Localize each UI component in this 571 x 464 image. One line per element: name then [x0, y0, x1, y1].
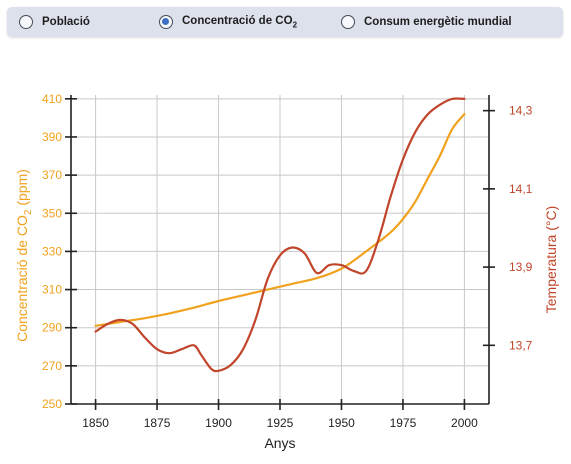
y-left-tick-label: 310	[42, 283, 62, 297]
x-tick-label: 1950	[328, 416, 355, 430]
y-left-tick-label: 390	[42, 130, 62, 144]
radio-poblacio[interactable]: Població	[19, 7, 90, 37]
y-right-tick-label: 13,7	[509, 338, 533, 352]
radio-co2-label: Concentració de CO2	[182, 14, 298, 30]
radio-circle-icon	[341, 15, 355, 29]
y-left-tick-label: 330	[42, 244, 62, 258]
radio-circle-icon	[159, 15, 173, 29]
radio-co2-concentration[interactable]: Concentració de CO2	[159, 7, 297, 37]
radio-consum-energetic[interactable]: Consum energètic mundial	[341, 7, 512, 37]
radio-consum-label: Consum energètic mundial	[364, 16, 512, 28]
y-axis-left-title: Concentració de CO2 (ppm)	[14, 169, 34, 342]
y-left-tick-label: 350	[42, 206, 62, 220]
x-tick-label: 2000	[451, 416, 478, 430]
dataset-selector: Població Concentració de CO2 Consum ener…	[7, 7, 563, 37]
y-left-tick-label: 250	[42, 397, 62, 411]
y-left-tick-label: 370	[42, 168, 62, 182]
x-tick-label: 1975	[390, 416, 417, 430]
x-tick-label: 1875	[144, 416, 171, 430]
x-tick-label: 1925	[267, 416, 294, 430]
y-axis-right-title: Temperatura (°C)	[543, 206, 559, 314]
temperature-series-line	[94, 97, 466, 373]
y-left-tick-label: 270	[42, 359, 62, 373]
radio-poblacio-label: Població	[42, 16, 90, 28]
radio-circle-icon	[19, 15, 33, 29]
co2-series-line	[94, 113, 466, 327]
y-left-tick-label: 410	[42, 92, 62, 106]
grid-lines	[71, 95, 489, 405]
y-left-tick-label: 290	[42, 321, 62, 335]
x-tick-label: 1900	[205, 416, 232, 430]
x-axis-title: Anys	[264, 435, 295, 451]
x-tick-label: 1850	[82, 416, 109, 430]
y-right-tick-label: 13,9	[509, 260, 533, 274]
y-right-tick-label: 14,3	[509, 104, 533, 118]
y-right-tick-label: 14,1	[509, 182, 533, 196]
